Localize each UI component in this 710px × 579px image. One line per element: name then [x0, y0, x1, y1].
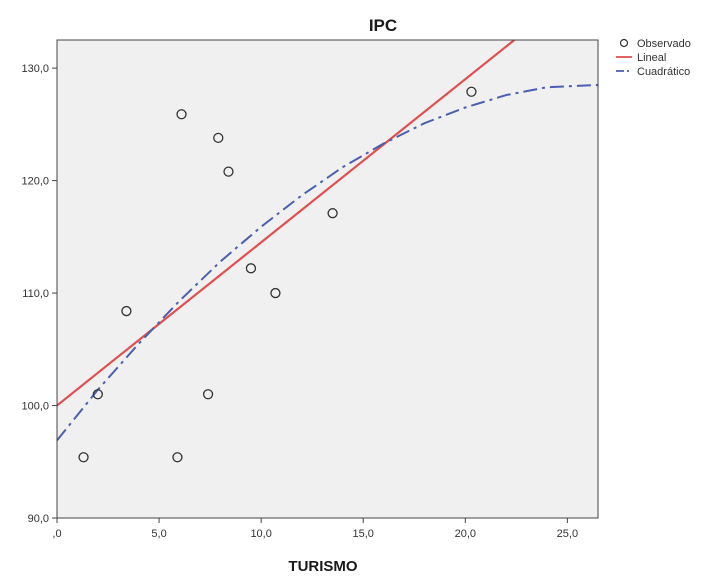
data-point: [92, 389, 103, 400]
x-tick-label: 10,0: [250, 528, 271, 540]
y-tick-label: 100,0: [21, 401, 49, 413]
x-tick-label: 5,0: [151, 528, 166, 540]
data-point: [78, 452, 89, 463]
x-tick-label: 15,0: [353, 528, 374, 540]
series-layer: [57, 40, 598, 463]
x-tick-label: 25,0: [557, 528, 578, 540]
data-point: [466, 86, 477, 97]
plot-area: [57, 40, 598, 518]
series-line-lineal: [57, 40, 515, 407]
data-point: [121, 305, 132, 317]
legend: Observado Lineal Cuadrático: [616, 38, 691, 78]
chart-title: IPC: [369, 16, 397, 35]
plot-frame: [56, 39, 599, 519]
x-tick-label: 20,0: [455, 528, 476, 540]
data-point: [327, 208, 338, 219]
x-axis-label: TURISMO: [288, 558, 357, 575]
legend-label-observado: Observado: [637, 38, 691, 50]
legend-marker-observado: [619, 38, 629, 48]
legend-label-cuadratico: Cuadrático: [637, 66, 690, 78]
legend-label-lineal: Lineal: [637, 52, 666, 64]
data-point: [172, 452, 183, 463]
data-point: [202, 389, 214, 400]
data-point: [245, 263, 257, 274]
y-tick-label: 120,0: [21, 176, 49, 188]
data-point: [270, 287, 281, 299]
y-tick-label: 90,0: [28, 513, 49, 525]
data-point: [223, 166, 234, 177]
x-tick-label: ,0: [52, 528, 61, 540]
axes-layer: ,0 5,0 10,0 15,0 20,0 25,0 90,0 100,0 110,0 120,0…: [21, 63, 578, 540]
y-tick-label: 110,0: [22, 288, 49, 300]
y-tick-label: 130,0: [21, 63, 49, 75]
data-point: [213, 132, 224, 143]
series-line-cuadratico: [57, 84, 598, 442]
data-point: [176, 109, 187, 120]
